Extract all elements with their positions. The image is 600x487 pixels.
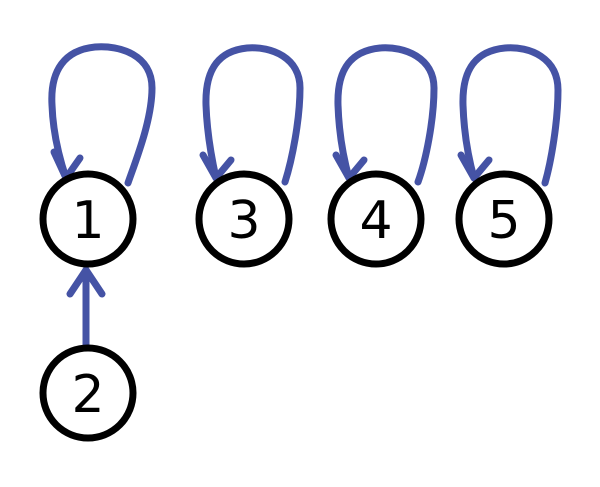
- edges-group: [48, 43, 562, 350]
- node-1-circle: [39, 170, 137, 268]
- arrowhead-edge-3: [199, 151, 235, 182]
- nodes-group: 1 3 4 5 2: [39, 170, 553, 442]
- self-loop-edge-4: [334, 44, 438, 186]
- node-2-circle: [39, 344, 137, 442]
- node-4-label: 4: [359, 191, 392, 251]
- node-3-label: 3: [227, 191, 260, 251]
- node-2: 2: [39, 344, 137, 442]
- node-3-circle: [195, 170, 293, 268]
- node-4: 4: [327, 170, 425, 268]
- self-loop-edge-3: [202, 44, 304, 186]
- node-1: 1: [39, 170, 137, 268]
- node-5-label: 5: [487, 191, 520, 251]
- self-loop-edge-5: [459, 44, 562, 187]
- arrowhead-edge-5: [457, 151, 493, 182]
- node-4-circle: [327, 170, 425, 268]
- node-1-label: 1: [71, 191, 104, 251]
- node-3: 3: [195, 170, 293, 268]
- node-2-label: 2: [71, 365, 104, 425]
- arrowhead-edge-4: [332, 151, 368, 182]
- node-5-circle: [455, 170, 553, 268]
- node-5: 5: [455, 170, 553, 268]
- self-loop-edge-1: [48, 43, 156, 187]
- arrowhead-edge-2-to-1: [66, 266, 106, 298]
